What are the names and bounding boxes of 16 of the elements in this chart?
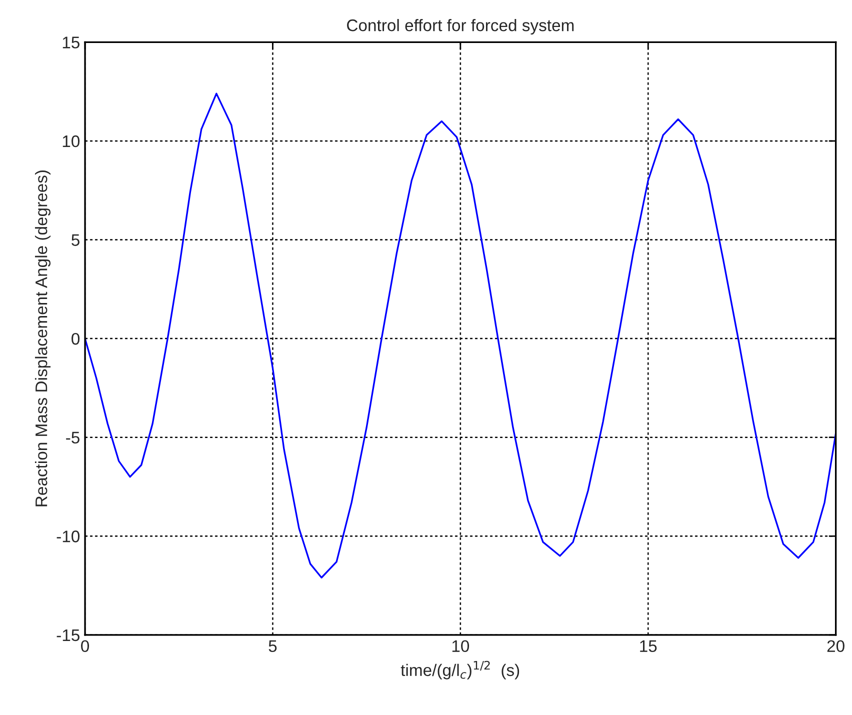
x-tick-label: 10 xyxy=(452,640,470,652)
y-tick-label: 15 xyxy=(62,36,80,48)
y-tick-label: 0 xyxy=(72,332,80,345)
y-tick-label: -10 xyxy=(56,530,80,542)
x-tick-label: 0 xyxy=(81,640,90,652)
line-series xyxy=(85,92,836,578)
x-tick-label: 15 xyxy=(640,640,657,652)
y-tick-label: -5 xyxy=(66,432,80,444)
y-tick-label: 10 xyxy=(62,135,80,148)
y-tick-label: -15 xyxy=(56,629,80,642)
y-tick-label: 5 xyxy=(72,234,80,246)
x-tick-label: 5 xyxy=(268,640,277,652)
y-axis-title: Reaction Mass Displacement Angle (degrees) xyxy=(34,170,51,506)
x-axis-title: time/(g/l$_{c}$)$^{1/2}$ (s) xyxy=(400,660,520,680)
chart-title: Control effort for forced system xyxy=(347,18,574,35)
x-tick-label: 20 xyxy=(827,640,844,652)
